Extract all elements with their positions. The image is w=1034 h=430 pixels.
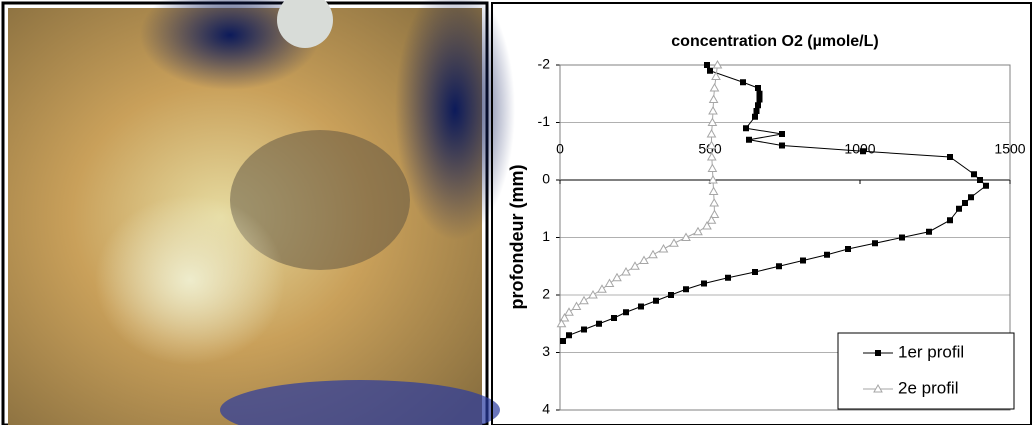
data-point	[707, 68, 713, 74]
y-tick-label: 4	[542, 401, 550, 417]
data-point	[598, 285, 606, 292]
data-point	[899, 235, 905, 241]
data-point	[653, 298, 659, 304]
data-point	[710, 96, 718, 103]
data-point	[983, 183, 989, 189]
photo	[3, 0, 515, 425]
data-point	[708, 130, 716, 137]
series-line	[562, 65, 718, 324]
data-point	[740, 79, 746, 85]
series-line	[563, 65, 986, 341]
data-point	[638, 304, 644, 310]
data-point	[649, 251, 657, 258]
data-point	[708, 165, 716, 172]
figure: concentration O2 (µmole/L) profondeur (m…	[0, 0, 1034, 425]
data-point	[977, 177, 983, 183]
data-point	[622, 268, 630, 275]
data-point	[623, 309, 629, 315]
data-point	[743, 125, 749, 131]
data-point	[824, 252, 830, 258]
x-tick-label: 1500	[994, 141, 1025, 157]
data-point	[704, 62, 710, 68]
data-point	[776, 263, 782, 269]
legend-label: 2e profil	[898, 378, 958, 397]
data-point	[580, 297, 588, 304]
data-point	[573, 303, 581, 310]
data-point	[725, 275, 731, 281]
data-point	[581, 327, 587, 333]
y-tick-label: 1	[542, 228, 550, 244]
data-point	[755, 102, 761, 108]
y-tick-label: 3	[542, 343, 550, 359]
data-point	[754, 108, 760, 114]
data-point	[926, 229, 932, 235]
data-point	[711, 84, 719, 91]
data-point	[800, 258, 806, 264]
data-point	[566, 332, 572, 338]
data-point	[613, 274, 621, 281]
data-point	[701, 281, 707, 287]
data-point	[660, 245, 668, 252]
data-point	[683, 286, 689, 292]
data-point	[962, 200, 968, 206]
data-point	[968, 194, 974, 200]
data-point	[710, 199, 718, 206]
data-point	[860, 148, 866, 154]
y-tick-label: 0	[542, 171, 550, 187]
y-axis-label: profondeur (mm)	[507, 165, 527, 310]
page: concentration O2 (µmole/L) profondeur (m…	[0, 0, 1034, 425]
y-tick-label: -2	[538, 56, 551, 72]
data-point	[670, 239, 678, 246]
data-point	[606, 280, 614, 287]
y-tick-label: -1	[538, 113, 551, 129]
data-point	[779, 131, 785, 137]
legend-label: 1er profil	[898, 342, 964, 361]
data-point	[947, 154, 953, 160]
data-point	[971, 171, 977, 177]
data-point	[947, 217, 953, 223]
legend-marker	[875, 350, 881, 356]
data-point	[560, 338, 566, 344]
data-point	[757, 97, 763, 103]
data-point	[596, 321, 602, 327]
data-point	[631, 262, 639, 269]
data-point	[752, 269, 758, 275]
data-point	[956, 206, 962, 212]
data-point	[757, 91, 763, 97]
x-tick-label: 0	[556, 141, 564, 157]
y-tick-label: 2	[542, 286, 550, 302]
data-point	[755, 85, 761, 91]
data-point	[872, 240, 878, 246]
data-point	[710, 188, 718, 195]
data-point	[694, 228, 702, 235]
data-point	[709, 107, 717, 114]
data-point	[611, 315, 617, 321]
data-point	[640, 257, 648, 264]
data-point	[845, 246, 851, 252]
data-point	[746, 137, 752, 143]
data-point	[565, 308, 573, 315]
chart-title: concentration O2 (µmole/L)	[671, 33, 878, 50]
data-point	[668, 292, 674, 298]
data-point	[752, 114, 758, 120]
data-point	[779, 143, 785, 149]
